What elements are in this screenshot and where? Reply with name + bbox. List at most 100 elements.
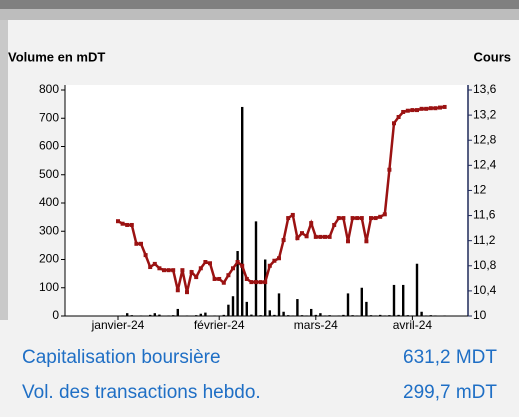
volume-bar — [130, 315, 133, 316]
volume-bar — [245, 301, 248, 316]
stat-label: Capitalisation boursière — [22, 347, 221, 368]
x-tick-label: avril-24 — [393, 318, 433, 332]
price-marker — [208, 261, 212, 266]
volume-bar — [369, 315, 373, 316]
price-marker — [419, 106, 424, 111]
price-marker — [129, 222, 134, 227]
x-tick-label: janvier-24 — [91, 318, 145, 332]
price-marker — [327, 234, 332, 239]
price-marker — [120, 221, 125, 226]
price-marker — [157, 266, 162, 271]
price-marker — [272, 258, 277, 263]
price-marker — [405, 108, 410, 113]
price-marker — [300, 231, 304, 236]
price-marker — [286, 216, 291, 221]
price-marker — [134, 241, 139, 246]
price-marker — [438, 105, 442, 110]
price-marker — [235, 260, 240, 265]
price-marker — [387, 167, 392, 172]
volume-bar — [420, 311, 423, 316]
volume-bar — [415, 263, 419, 316]
volume-bar — [388, 315, 391, 316]
price-marker — [424, 106, 429, 111]
price-marker — [198, 266, 203, 271]
volume-bar — [406, 315, 409, 316]
price-marker — [226, 273, 231, 278]
volume-bar — [176, 308, 179, 316]
volume-bar — [383, 315, 386, 316]
price-marker — [180, 268, 185, 273]
y-tick-label: 400 — [39, 195, 59, 209]
volume-bar — [365, 301, 368, 316]
price-marker — [139, 241, 143, 246]
price-marker — [254, 280, 258, 285]
volume-bar — [392, 284, 396, 316]
top-bar — [0, 0, 519, 9]
volume-bar — [291, 315, 294, 316]
volume-bar — [195, 315, 198, 316]
price-marker — [332, 222, 337, 227]
price-marker — [185, 290, 189, 295]
y-tick-label: 200 — [39, 252, 59, 266]
price-marker — [364, 239, 369, 244]
volume-bar — [425, 315, 428, 316]
volume-bar — [158, 314, 161, 316]
price-marker — [203, 260, 208, 265]
price-marker — [369, 216, 373, 221]
volume-bar — [121, 315, 124, 316]
price-marker — [258, 280, 263, 285]
price-marker — [336, 216, 341, 221]
price-marker — [189, 270, 194, 275]
price-marker — [217, 276, 222, 281]
price-marker — [313, 234, 318, 239]
volume-bar — [139, 315, 143, 316]
y2-tick-label: 13,2 — [473, 107, 497, 121]
price-marker — [378, 214, 383, 219]
volume-bar — [231, 296, 235, 316]
y2-tick-label: 11,6 — [473, 208, 496, 222]
price-marker — [442, 104, 447, 109]
price-marker — [350, 216, 355, 221]
volume-bar — [360, 287, 363, 316]
price-marker — [323, 234, 327, 239]
y2-tick-label: 13,6 — [473, 82, 497, 96]
y2-tick-label: 12,4 — [473, 158, 497, 172]
price-marker — [143, 253, 148, 258]
price-marker — [267, 263, 272, 268]
price-marker — [171, 268, 176, 273]
y2-axis-title: Cours — [473, 49, 511, 64]
volume-bar — [199, 313, 202, 316]
volume-bar — [374, 315, 377, 316]
volume-bar — [273, 314, 276, 316]
y-tick-label: 800 — [39, 82, 59, 96]
volume-bar — [213, 315, 216, 316]
price-marker — [148, 265, 153, 270]
price-marker — [373, 216, 378, 221]
price-marker — [152, 261, 157, 266]
volume-bar — [222, 314, 225, 316]
y2-tick-label: 10,8 — [473, 258, 497, 272]
price-marker — [415, 108, 419, 113]
y-axis-title: Volume en mDT — [8, 49, 105, 64]
volume-bar — [351, 315, 354, 316]
volume-bar — [277, 293, 281, 316]
stat-value: 631,2 MDT — [403, 347, 497, 368]
price-marker — [231, 266, 235, 271]
volume-bar — [185, 315, 189, 316]
y2-tick-label: 12 — [473, 183, 487, 197]
price-marker — [410, 108, 415, 113]
price-marker — [295, 236, 300, 241]
volume-bar — [254, 221, 258, 316]
price-marker — [290, 212, 295, 217]
price-marker — [304, 234, 309, 239]
price-marker — [401, 109, 406, 114]
volume-bar — [126, 313, 129, 316]
volume-bar — [379, 314, 382, 316]
price-marker — [249, 280, 254, 285]
volume-bar — [296, 299, 299, 316]
volume-bar — [236, 251, 239, 316]
price-marker — [355, 216, 360, 221]
price-marker — [396, 114, 401, 119]
price-marker — [346, 239, 350, 244]
